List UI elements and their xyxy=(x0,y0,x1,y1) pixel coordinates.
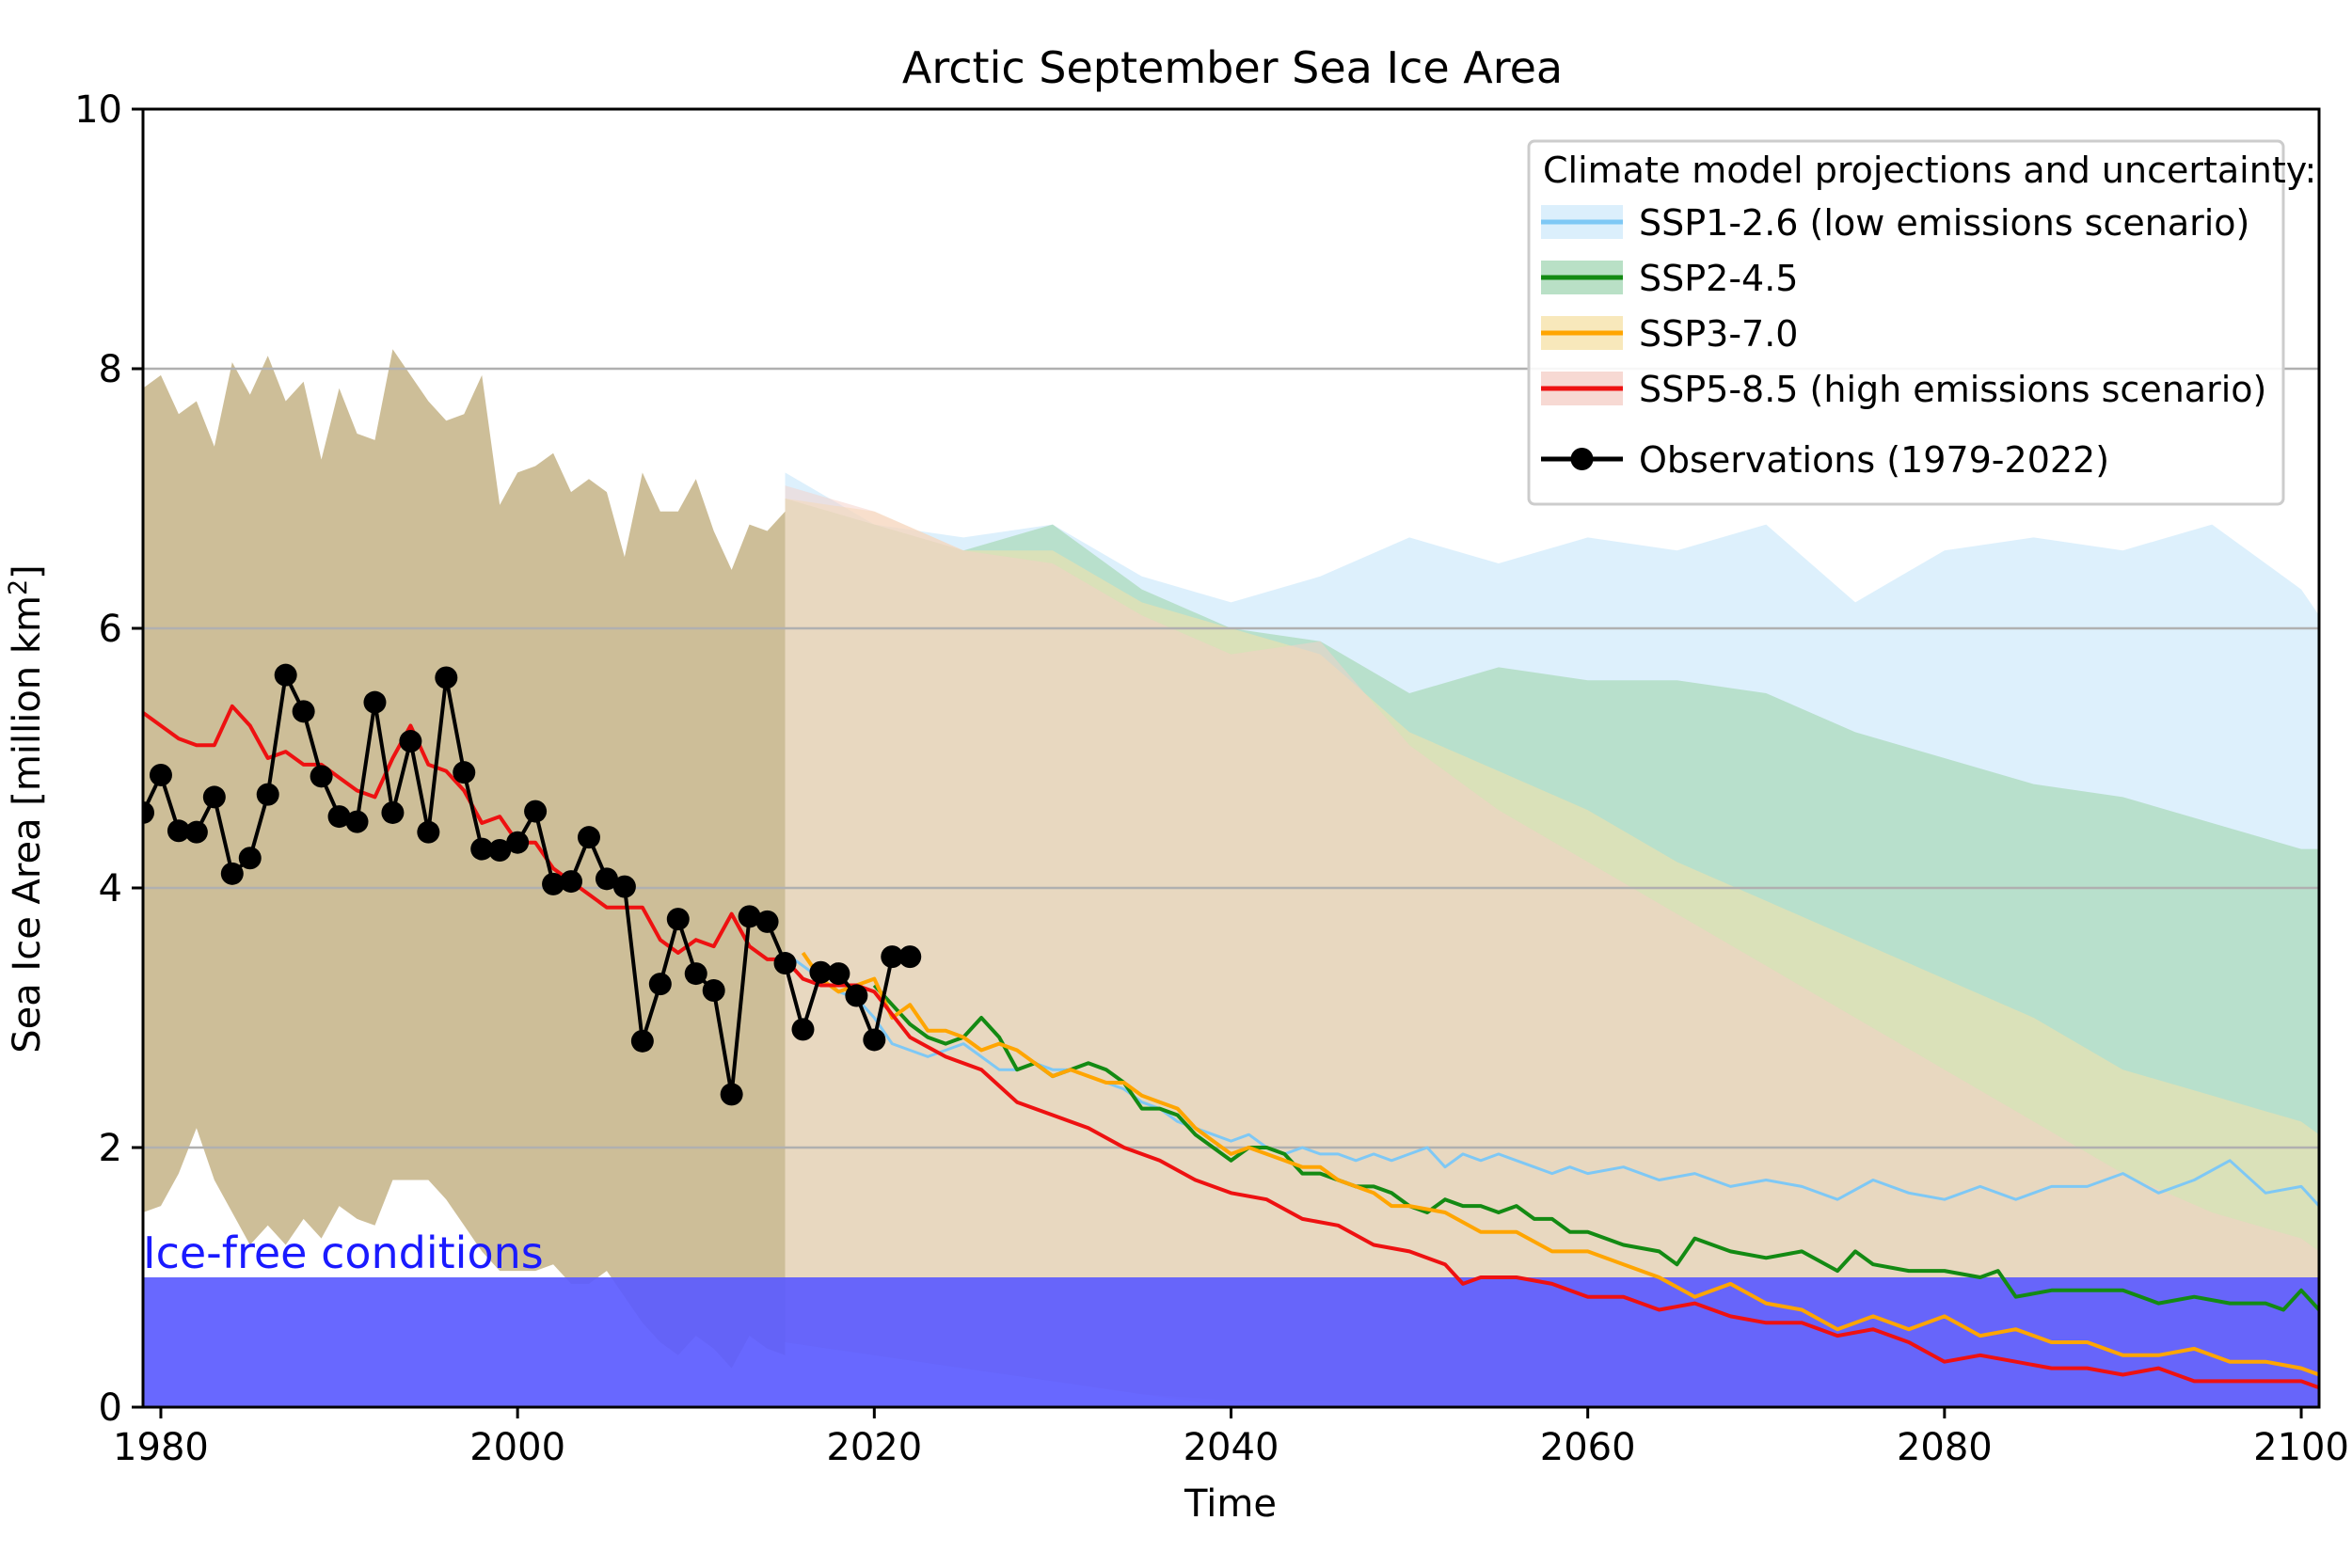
legend-label-4: Observations (1979-2022) xyxy=(1639,439,2109,481)
obs-point-2021 xyxy=(881,945,904,969)
obs-point-2007 xyxy=(630,1029,654,1053)
x-tick-label-2080: 2080 xyxy=(1897,1426,1993,1469)
y-tick-label-4: 4 xyxy=(99,867,122,911)
obs-point-2014 xyxy=(755,910,779,933)
obs-point-1981 xyxy=(167,819,190,843)
y-tick-label-8: 8 xyxy=(99,348,122,391)
obs-point-1999 xyxy=(488,838,512,862)
y-axis-label: Sea Ice Area [million km2] xyxy=(4,564,49,1053)
legend: Climate model projections and uncertaint… xyxy=(1527,139,2316,506)
obs-point-1995 xyxy=(417,820,440,844)
obs-point-1983 xyxy=(202,785,226,809)
obs-point-2002 xyxy=(542,872,565,895)
x-tick-label-2060: 2060 xyxy=(1540,1426,1636,1469)
obs-point-1986 xyxy=(256,783,279,806)
obs-point-2016 xyxy=(791,1018,815,1041)
obs-point-1985 xyxy=(238,847,262,870)
obs-point-1980 xyxy=(149,763,172,786)
y-tick-label-0: 0 xyxy=(99,1386,122,1430)
legend-label-3: SSP5-8.5 (high emissions scenario) xyxy=(1639,369,2266,410)
obs-point-2022 xyxy=(898,945,922,969)
legend-box xyxy=(1527,139,2285,506)
obs-point-1979 xyxy=(143,800,154,824)
legend-label-1: SSP2-4.5 xyxy=(1639,258,1798,299)
plot-area xyxy=(143,349,2319,1407)
obs-point-1998 xyxy=(470,837,494,861)
obs-point-2011 xyxy=(702,979,725,1003)
legend-label-0: SSP1-2.6 (low emissions scenario) xyxy=(1639,202,2249,244)
obs-point-1992 xyxy=(363,690,387,714)
x-tick-label-1980: 1980 xyxy=(113,1426,209,1469)
obs-point-2019 xyxy=(845,984,868,1007)
obs-point-1988 xyxy=(292,700,315,723)
x-axis-label: Time xyxy=(1184,1482,1277,1526)
ice-free-region xyxy=(143,1277,2319,1407)
ice-free-annotation: Ice-free conditions xyxy=(143,1227,544,1278)
series-line-2 xyxy=(801,951,2319,1377)
series-line-0 xyxy=(784,951,2319,1208)
y-tick-label-2: 2 xyxy=(99,1127,122,1170)
plot-content xyxy=(143,349,2319,1407)
obs-point-2009 xyxy=(666,908,690,931)
obs-point-1989 xyxy=(310,765,333,788)
obs-point-1996 xyxy=(435,666,458,689)
obs-point-2013 xyxy=(738,905,761,928)
legend-items: SSP1-2.6 (low emissions scenario) SSP2-4.… xyxy=(1541,202,2266,481)
obs-point-1982 xyxy=(184,820,208,844)
chart-title: Arctic September Sea Ice Area xyxy=(902,42,1563,93)
x-tick-label-2100: 2100 xyxy=(2253,1426,2349,1469)
obs-point-2008 xyxy=(648,973,672,996)
y-tick-label-10: 10 xyxy=(74,88,122,132)
obs-point-2001 xyxy=(524,800,548,823)
x-tick-label-2000: 2000 xyxy=(469,1426,565,1469)
y-axis: 0 2 4 6 8 10 xyxy=(74,88,143,1430)
obs-point-2015 xyxy=(773,952,797,975)
legend-title: Climate model projections and uncertaint… xyxy=(1543,150,2316,191)
obs-point-1994 xyxy=(399,730,422,753)
obs-point-2003 xyxy=(560,870,583,894)
obs-point-1987 xyxy=(274,663,297,687)
obs-point-2020 xyxy=(863,1028,886,1052)
x-tick-label-2040: 2040 xyxy=(1184,1426,1279,1469)
obs-point-2012 xyxy=(720,1083,743,1106)
band-4 xyxy=(785,485,2319,1407)
legend-swatch-marker-4 xyxy=(1570,448,1594,470)
obs-point-2004 xyxy=(577,826,600,849)
legend-label-2: SSP3-7.0 xyxy=(1639,313,1798,355)
obs-point-1997 xyxy=(453,761,476,784)
x-tick-label-2020: 2020 xyxy=(826,1426,922,1469)
obs-point-1993 xyxy=(381,800,405,824)
obs-point-2000 xyxy=(506,831,530,854)
obs-point-1990 xyxy=(327,805,351,829)
band-0 xyxy=(143,349,786,1369)
obs-point-2018 xyxy=(827,962,850,986)
obs-point-2006 xyxy=(612,875,636,898)
obs-point-2010 xyxy=(684,962,707,986)
obs-point-1991 xyxy=(345,810,369,833)
obs-point-2017 xyxy=(809,960,833,984)
x-axis: 1980 2000 2020 2040 2060 2080 2100 xyxy=(113,1407,2349,1469)
series-line-3 xyxy=(143,704,2319,1390)
obs-point-2005 xyxy=(595,867,618,891)
y-tick-label-6: 6 xyxy=(99,608,122,651)
obs-point-1984 xyxy=(220,862,244,885)
